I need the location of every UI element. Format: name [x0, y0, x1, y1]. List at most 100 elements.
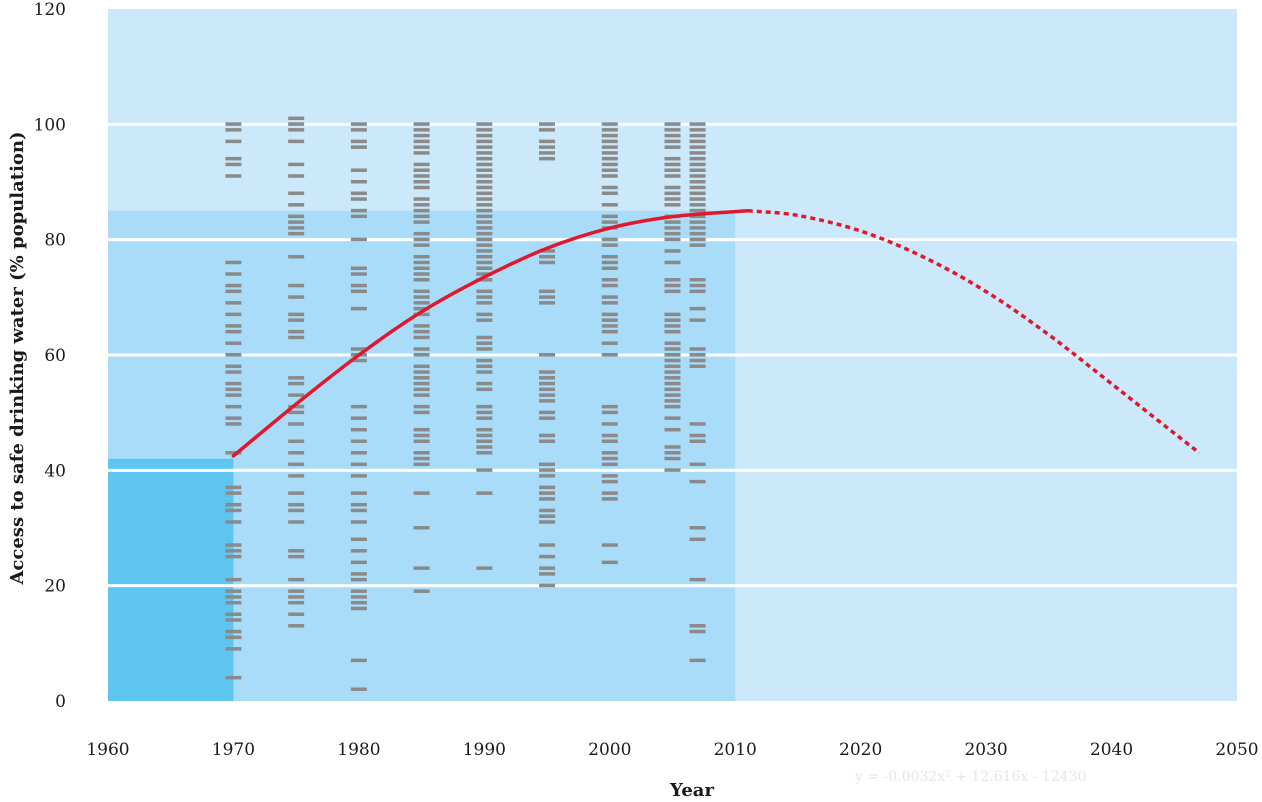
data-marker: [288, 139, 305, 144]
data-marker: [664, 162, 681, 167]
data-marker: [350, 474, 367, 478]
data-marker: [288, 462, 305, 467]
data-marker: [225, 629, 242, 634]
data-marker: [476, 341, 493, 345]
data-marker: [539, 353, 556, 357]
data-marker: [350, 168, 367, 172]
data-marker: [689, 353, 706, 357]
data-marker: [539, 260, 556, 265]
data-marker: [476, 145, 493, 149]
data-marker: [539, 410, 556, 415]
data-marker: [689, 306, 706, 311]
data-marker: [664, 387, 681, 392]
data-marker: [413, 243, 430, 247]
data-marker: [689, 629, 706, 634]
data-marker: [288, 422, 305, 426]
data-marker: [601, 479, 618, 484]
data-marker: [288, 122, 305, 126]
data-marker: [689, 358, 706, 363]
data-marker: [601, 191, 618, 196]
data-marker: [288, 312, 305, 317]
x-tick-label: 1990: [463, 740, 506, 760]
data-marker: [225, 675, 242, 680]
data-marker: [664, 404, 681, 409]
data-marker: [476, 162, 493, 167]
data-marker: [689, 462, 706, 467]
data-marker: [664, 174, 681, 178]
data-marker: [225, 364, 242, 369]
data-marker: [664, 329, 681, 334]
data-marker: [664, 145, 681, 149]
data-marker: [413, 168, 430, 172]
data-marker: [601, 497, 618, 501]
data-marker: [601, 456, 618, 461]
data-marker: [601, 353, 618, 357]
x-tick-label: 1980: [337, 740, 380, 760]
data-marker: [689, 203, 706, 207]
data-marker: [476, 439, 493, 443]
data-marker: [288, 554, 305, 559]
data-marker: [601, 341, 618, 345]
data-marker: [413, 439, 430, 443]
data-marker: [225, 260, 242, 265]
data-marker: [413, 254, 430, 259]
data-marker: [225, 312, 242, 317]
y-tick-label: 120: [34, 0, 66, 20]
data-marker: [601, 214, 618, 219]
data-marker: [350, 589, 367, 593]
data-marker: [476, 364, 493, 369]
data-marker: [225, 416, 242, 420]
data-marker: [476, 231, 493, 236]
data-marker: [225, 635, 242, 640]
data-marker: [413, 353, 430, 357]
data-marker: [476, 335, 493, 340]
data-marker: [601, 220, 618, 224]
data-marker: [476, 185, 493, 190]
data-marker: [413, 427, 430, 432]
data-marker: [476, 451, 493, 455]
data-marker: [225, 370, 242, 374]
data-marker: [350, 145, 367, 149]
data-marker: [350, 306, 367, 311]
data-marker: [476, 151, 493, 155]
data-marker: [225, 128, 242, 132]
data-marker: [350, 462, 367, 467]
data-marker: [476, 566, 493, 570]
x-tick-label: 1960: [86, 740, 129, 760]
data-marker: [350, 451, 367, 455]
data-marker: [225, 520, 242, 524]
data-marker: [288, 600, 305, 605]
data-marker: [539, 387, 556, 392]
y-tick-label: 0: [55, 692, 66, 712]
data-marker: [476, 295, 493, 299]
data-marker: [664, 128, 681, 132]
data-marker: [539, 468, 556, 472]
data-marker: [539, 128, 556, 132]
data-marker: [664, 133, 681, 138]
data-marker: [664, 370, 681, 374]
data-marker: [689, 122, 706, 126]
data-marker: [413, 278, 430, 282]
data-marker: [413, 139, 430, 144]
data-marker: [689, 537, 706, 542]
data-marker: [601, 162, 618, 167]
data-marker: [476, 433, 493, 438]
data-marker: [225, 485, 242, 490]
data-marker: [225, 543, 242, 547]
data-marker: [288, 381, 305, 386]
data-marker: [288, 318, 305, 322]
data-marker: [539, 474, 556, 478]
x-axis-title: Year: [669, 780, 714, 801]
data-marker: [689, 347, 706, 351]
data-marker: [225, 393, 242, 397]
data-marker: [539, 295, 556, 299]
data-marker: [288, 220, 305, 224]
data-marker: [350, 600, 367, 605]
trend-line-solid: [231, 209, 750, 458]
data-marker: [476, 301, 493, 305]
data-marker: [689, 439, 706, 443]
data-marker: [689, 185, 706, 190]
data-marker: [350, 122, 367, 126]
data-marker: [664, 451, 681, 455]
